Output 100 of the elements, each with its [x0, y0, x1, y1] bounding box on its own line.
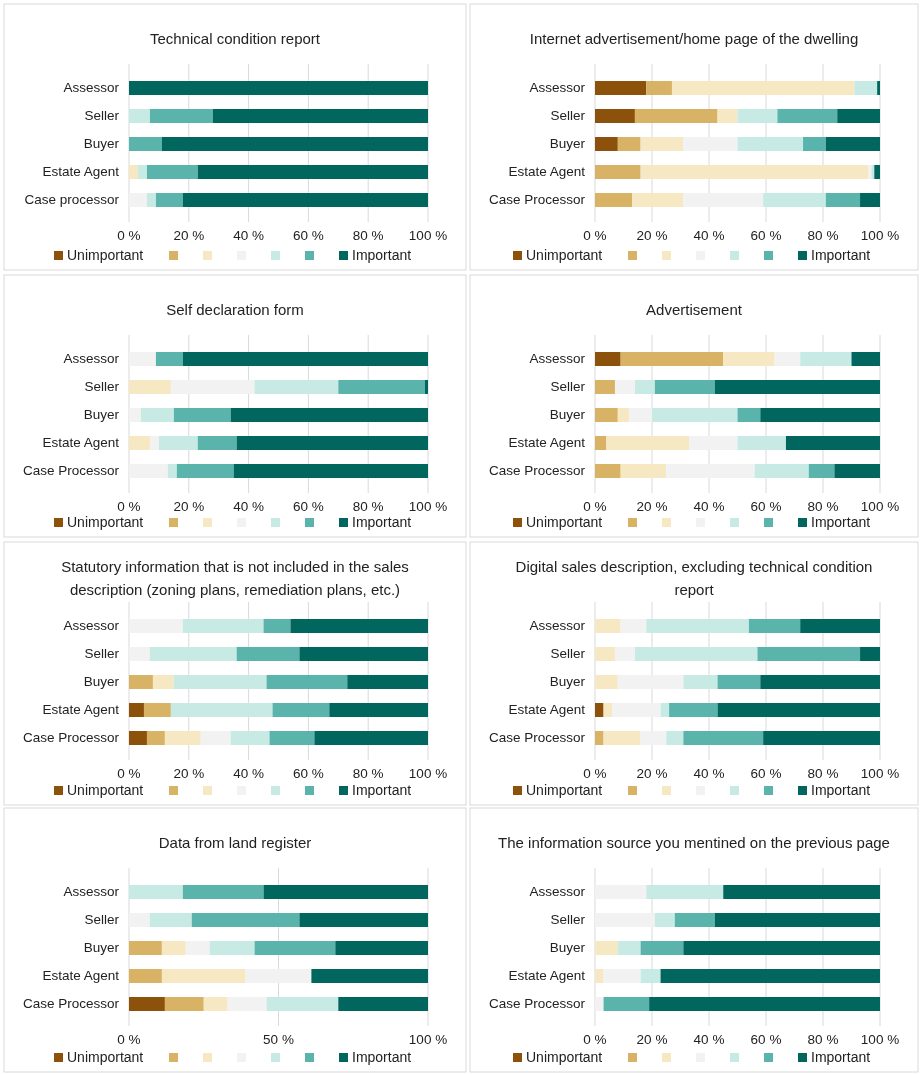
y-tick-label: Seller [550, 378, 586, 394]
x-tick-label: 20 % [173, 499, 205, 514]
y-tick-label: Estate Agent [42, 163, 120, 179]
bar [149, 109, 213, 123]
y-tick-label: Case Processor [22, 729, 120, 745]
x-tick-label: 80 % [352, 499, 384, 514]
y-tick-label: Assessor [529, 883, 586, 899]
y-tick-label: Assessor [63, 883, 120, 899]
bar [197, 436, 237, 450]
x-tick-label: 20 % [173, 228, 205, 243]
bar [800, 352, 852, 366]
bar [129, 703, 144, 717]
x-tick-label: 100 % [408, 1032, 448, 1047]
y-tick-label: Assessor [529, 79, 586, 95]
chart-title: Self declaration form [166, 301, 304, 318]
bar [825, 137, 880, 151]
bar [666, 731, 684, 745]
bar [182, 193, 428, 207]
bar [634, 109, 718, 123]
bar [634, 380, 655, 394]
bar [617, 408, 630, 422]
bar [595, 380, 615, 394]
y-tick-label: Buyer [83, 673, 120, 689]
bar [425, 380, 428, 394]
bar [269, 731, 315, 745]
chart-title: Technical condition report [149, 30, 321, 47]
bar [129, 647, 150, 661]
bar [595, 731, 604, 745]
x-tick-label: 60 % [750, 228, 782, 243]
x-tick-label: 100 % [860, 228, 900, 243]
bar [129, 165, 138, 179]
y-tick-label: Assessor [63, 350, 120, 366]
bar [595, 165, 641, 179]
bar [612, 703, 661, 717]
bar [182, 352, 428, 366]
bar [603, 969, 641, 983]
x-tick-label: 40 % [233, 766, 264, 781]
bar [129, 731, 147, 745]
bar [173, 675, 267, 689]
bar [254, 941, 336, 955]
legend-label: Important [352, 1048, 412, 1065]
bar [714, 380, 880, 394]
bar [737, 408, 761, 422]
bar [335, 941, 428, 955]
chart-title: The information source you mentined on the previous page [498, 834, 890, 851]
bar [683, 193, 764, 207]
bar [338, 380, 426, 394]
y-tick-label: Estate Agent [42, 434, 120, 450]
bar [129, 885, 183, 899]
bar [347, 675, 428, 689]
x-tick-label: 80 % [352, 766, 384, 781]
x-tick-label: 40 % [233, 228, 264, 243]
y-tick-label: Estate Agent [508, 163, 586, 179]
x-tick-label: 60 % [750, 1032, 782, 1047]
y-tick-label: Estate Agent [42, 967, 120, 983]
bar [129, 436, 150, 450]
x-tick-label: 100 % [408, 499, 448, 514]
x-tick-label: 100 % [408, 228, 448, 243]
bar [161, 969, 246, 983]
bar [717, 675, 761, 689]
bar [209, 941, 255, 955]
bar [129, 464, 168, 478]
bar [777, 109, 838, 123]
bar [595, 436, 607, 450]
bar [595, 885, 647, 899]
bar [660, 703, 670, 717]
bar [227, 997, 267, 1011]
bar [837, 109, 880, 123]
bar [646, 619, 749, 633]
bar [774, 352, 801, 366]
bar [617, 675, 684, 689]
bar [757, 647, 861, 661]
bar [683, 137, 738, 151]
x-tick-label: 60 % [293, 228, 324, 243]
bar [164, 731, 201, 745]
bar [649, 997, 880, 1011]
x-tick-label: 80 % [807, 1032, 839, 1047]
bar [763, 731, 880, 745]
bar [808, 464, 835, 478]
bar [660, 969, 880, 983]
bar [149, 436, 159, 450]
bar [161, 137, 428, 151]
bar [669, 703, 718, 717]
bar [714, 913, 880, 927]
bar [143, 703, 171, 717]
bar [338, 997, 428, 1011]
bar [299, 913, 428, 927]
bar [266, 997, 339, 1011]
bar [155, 193, 183, 207]
bar [129, 969, 162, 983]
bar [170, 380, 255, 394]
bar [203, 997, 228, 1011]
bar [646, 885, 724, 899]
bar [760, 675, 880, 689]
bar [149, 913, 192, 927]
bar [620, 619, 647, 633]
bar [860, 647, 880, 661]
bar [603, 997, 650, 1011]
x-tick-label: 20 % [636, 766, 668, 781]
bar [129, 81, 428, 95]
